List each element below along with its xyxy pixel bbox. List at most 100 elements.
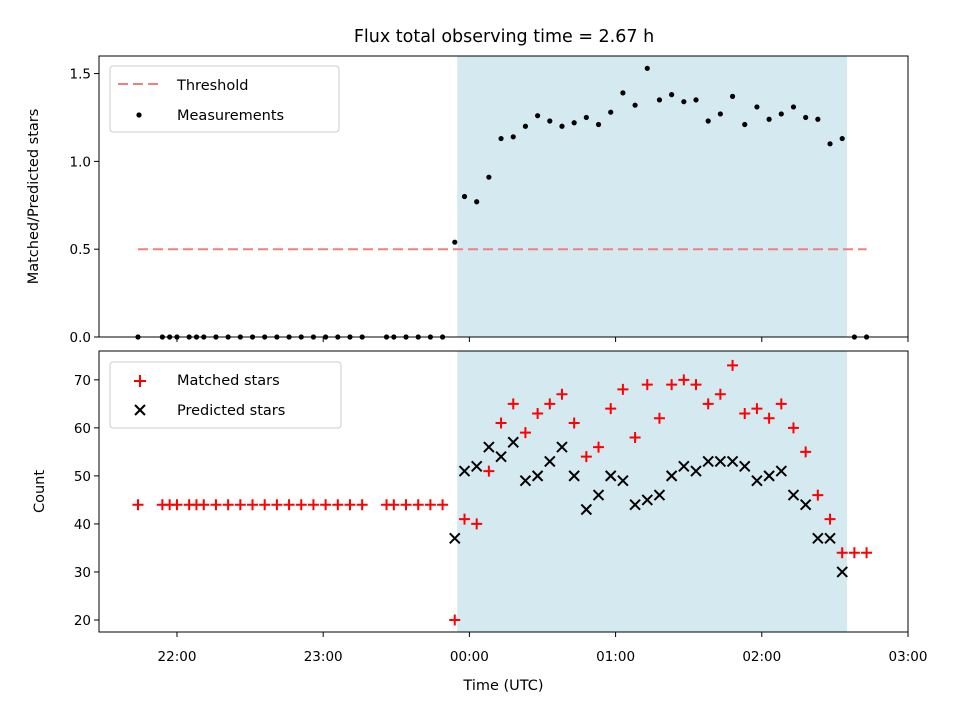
measurement-point: [717, 111, 723, 117]
legend-matched-label: Matched stars: [177, 373, 280, 389]
matched-star-marker: [556, 388, 568, 400]
matched-star-marker: [388, 499, 400, 511]
matched-star-marker: [763, 412, 775, 424]
measurement-point: [705, 118, 711, 124]
measurement-point: [547, 118, 553, 124]
predicted-star-marker: [787, 489, 800, 501]
top-legend: Threshold Measurements: [109, 65, 340, 133]
measurement-point: [559, 123, 565, 129]
matched-star-marker: [356, 499, 368, 511]
predicted-star-marker: [483, 441, 495, 453]
predicted-star-marker: [763, 470, 775, 482]
predicted-star-marker: [641, 494, 653, 506]
y-tick-label: 1.0: [70, 154, 91, 170]
measurement-point: [620, 90, 626, 96]
matched-star-marker: [459, 513, 471, 525]
measurement-point: [632, 102, 638, 108]
measurement-point: [498, 135, 504, 142]
measurement-point: [790, 104, 797, 110]
measurement-point: [583, 114, 589, 121]
measurement-point: [778, 111, 784, 117]
matched-star-marker: [848, 547, 860, 559]
y-tick-label: 0.0: [70, 330, 91, 346]
matched-star-marker: [544, 398, 556, 410]
predicted-star-marker: [495, 450, 507, 463]
x-axis: 22:00 23:00 00:00 01:00 02:00 03:00: [158, 337, 928, 665]
legend-measurements-swatch: [136, 112, 142, 118]
measurement-point: [595, 121, 602, 128]
matched-star-marker: [320, 499, 332, 511]
y-tick-label: 1.5: [70, 67, 91, 83]
top-panel: 0.0 0.5 1.0 1.5 Matched/Predicted stars Thr…: [26, 55, 909, 346]
measurement-point: [656, 97, 663, 103]
top-plot-frame: [98, 55, 909, 338]
x-tick-label: 02:00: [742, 649, 781, 665]
predicted-star-marker: [726, 455, 739, 468]
matched-star-marker: [198, 499, 210, 511]
predicted-star-marker: [653, 489, 666, 501]
matched-star-marker: [775, 398, 787, 410]
predicted-star-marker: [544, 455, 556, 468]
predicted-star-marker: [836, 566, 848, 578]
matched-star-marker: [787, 422, 799, 434]
y-tick-label: 60: [74, 421, 91, 437]
bottom-panel: 20 30 40 50 60 70 22:00 23:00 00:00 01:00 02:00 03…: [32, 337, 927, 694]
legend-threshold-label: Threshold: [176, 78, 248, 94]
bottom-legend-box: [109, 361, 342, 429]
predicted-star-marker: [556, 441, 568, 453]
predicted-star-marker: [449, 532, 461, 545]
x-tick-label: 00:00: [450, 649, 489, 665]
predicted-star-marker: [592, 489, 605, 501]
matched-star-marker: [495, 417, 507, 429]
predicted-star-marker: [470, 460, 483, 472]
matched-star-marker: [861, 547, 873, 559]
measurement-point: [608, 109, 614, 115]
matched-star-marker: [247, 499, 259, 511]
matched-star-marker: [283, 499, 295, 511]
predicted-star-marker: [617, 474, 629, 487]
measurement-point: [522, 123, 529, 129]
measurement-point: [644, 65, 650, 71]
matched-star-marker: [690, 379, 702, 391]
predicted-star-marker: [531, 470, 544, 482]
predicted-star-marker: [739, 460, 751, 472]
matched-star-marker: [400, 499, 412, 511]
legend-predicted-label: Predicted stars: [177, 403, 285, 419]
measurement-point: [839, 135, 845, 142]
matched-star-marker: [605, 403, 617, 415]
y-tick-label: 50: [74, 469, 91, 485]
y-tick-label: 0.5: [70, 242, 91, 258]
x-tick-label: 03:00: [889, 649, 928, 665]
measurement-point: [766, 116, 772, 122]
matched-star-marker: [568, 417, 580, 429]
top-y-axis-label: Matched/Predicted stars: [26, 109, 42, 285]
measurement-point: [815, 116, 821, 122]
matched-star-marker: [412, 499, 424, 511]
measurement-point: [803, 114, 809, 121]
measurement-point: [474, 199, 480, 205]
x-axis-label: Time (UTC): [462, 678, 543, 694]
matched-star-marker: [307, 499, 319, 511]
predicted-star-marker: [775, 465, 787, 477]
matched-star-marker: [836, 547, 848, 559]
y-tick-label: 70: [74, 373, 91, 389]
matched-star-marker: [641, 379, 653, 391]
predicted-star-marker: [605, 470, 617, 482]
predicted-star-marker: [799, 499, 812, 511]
matched-star-marker: [483, 465, 495, 477]
measurement-point: [729, 93, 736, 99]
measurement-point: [681, 99, 687, 105]
legend-predicted-swatch: [134, 404, 146, 416]
matched-star-marker: [507, 398, 519, 410]
matched-star-marker: [344, 499, 356, 511]
matched-star-marker: [812, 489, 824, 501]
predicted-star-marker: [665, 470, 678, 482]
x-tick-label: 22:00: [158, 649, 197, 665]
predicted-star-marker: [812, 532, 824, 545]
bottom-plot-frame: [98, 350, 909, 633]
y-tick-label: 20: [74, 613, 91, 629]
measurement-point: [669, 92, 675, 98]
bottom-y-axis-label: Count: [32, 470, 48, 513]
measurement-point: [535, 113, 541, 119]
